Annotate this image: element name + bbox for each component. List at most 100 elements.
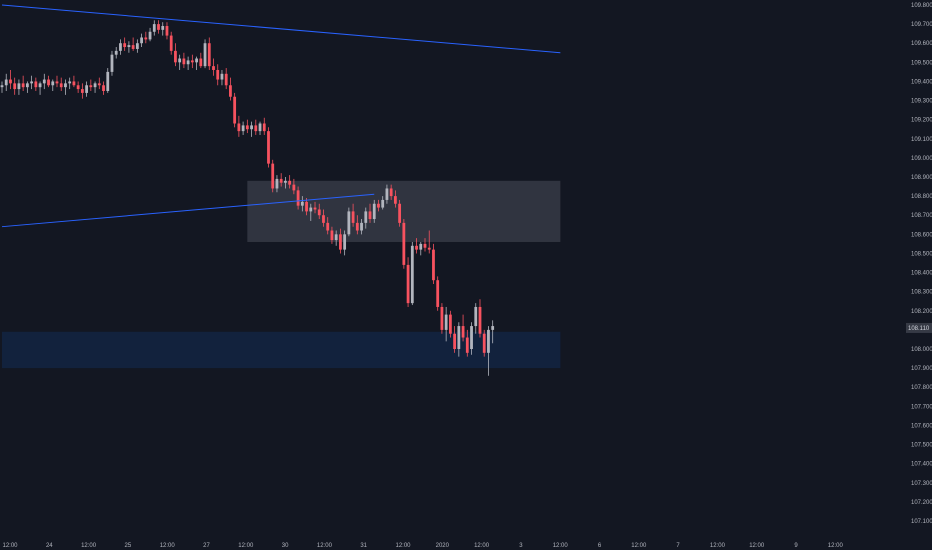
candle bbox=[309, 203, 313, 221]
candle bbox=[427, 230, 431, 254]
candle bbox=[322, 209, 325, 227]
candle-body bbox=[368, 211, 372, 220]
candle bbox=[250, 121, 253, 137]
candle-body bbox=[123, 43, 127, 48]
candle bbox=[470, 322, 473, 355]
candle bbox=[267, 127, 270, 168]
candle bbox=[64, 79, 67, 95]
y-tick-label: 107.700 bbox=[911, 404, 932, 410]
y-tick-label: 108.800 bbox=[911, 194, 932, 200]
candle bbox=[275, 175, 279, 193]
y-tick-label: 109.600 bbox=[911, 41, 932, 47]
candle bbox=[34, 77, 38, 91]
candle-body bbox=[241, 125, 245, 132]
candle bbox=[182, 52, 186, 69]
candle-body bbox=[262, 123, 266, 132]
candle bbox=[140, 33, 143, 48]
candle-body bbox=[38, 83, 42, 88]
candle bbox=[474, 303, 478, 334]
candle bbox=[254, 119, 258, 135]
candle-body bbox=[64, 83, 67, 88]
candle-body bbox=[51, 81, 55, 86]
candle-body bbox=[343, 234, 347, 250]
candle-body bbox=[178, 58, 182, 63]
price-axis[interactable]: 109.800 109.700 109.600 109.500 109.400 109.3… bbox=[911, 3, 932, 525]
candle bbox=[262, 117, 266, 135]
x-tick-label: 12:00 bbox=[395, 543, 411, 549]
candle-body bbox=[55, 81, 59, 84]
candle-body bbox=[398, 203, 402, 223]
candle bbox=[127, 41, 131, 53]
candle-body bbox=[423, 243, 427, 248]
candle bbox=[448, 310, 452, 338]
candle-body bbox=[85, 85, 88, 93]
candle-body bbox=[465, 337, 469, 353]
candle bbox=[440, 303, 444, 334]
candle-body bbox=[402, 222, 406, 265]
y-tick-label: 108.300 bbox=[911, 290, 932, 296]
candle bbox=[51, 79, 55, 91]
candle bbox=[305, 198, 308, 216]
candle bbox=[245, 119, 249, 134]
candle bbox=[161, 22, 165, 36]
candle-body bbox=[482, 333, 486, 353]
candle bbox=[17, 79, 21, 95]
x-tick-label: 12:00 bbox=[474, 543, 490, 549]
x-tick-label: 12:00 bbox=[238, 543, 254, 549]
candle bbox=[186, 56, 190, 70]
candle-body bbox=[161, 26, 165, 30]
candle bbox=[4, 73, 8, 91]
candle bbox=[123, 37, 127, 51]
candle-body bbox=[106, 71, 110, 91]
candle-body bbox=[470, 326, 473, 349]
candle-body bbox=[381, 199, 385, 208]
candle-body bbox=[169, 35, 173, 51]
candle-body bbox=[296, 190, 300, 206]
candle bbox=[21, 75, 25, 91]
candle bbox=[93, 81, 97, 93]
candle bbox=[330, 226, 334, 244]
last-price-tag: 108.110 bbox=[906, 322, 932, 333]
candle bbox=[144, 31, 148, 44]
candle-body bbox=[300, 201, 304, 206]
time-axis[interactable]: 12:00 24 12:00 25 12:00 27 12:00 30 12:00 31 12:00… bbox=[2, 543, 843, 549]
y-tick-label: 107.300 bbox=[911, 481, 932, 487]
candle-body bbox=[212, 66, 215, 70]
candle-body bbox=[258, 123, 262, 132]
candle-body bbox=[271, 163, 275, 189]
candle bbox=[13, 77, 17, 95]
candle bbox=[402, 219, 406, 269]
candle bbox=[364, 207, 368, 229]
candle bbox=[152, 20, 156, 36]
candle-body bbox=[250, 125, 253, 130]
candle-body bbox=[410, 245, 414, 304]
candle bbox=[131, 37, 135, 51]
candle-body bbox=[144, 37, 148, 40]
candle-body bbox=[305, 201, 308, 212]
y-tick-label: 109.400 bbox=[911, 79, 932, 85]
y-tick-label: 108.900 bbox=[911, 175, 932, 181]
candle-body bbox=[461, 326, 465, 338]
candle-body bbox=[279, 178, 283, 183]
candle-body bbox=[190, 60, 194, 63]
candle bbox=[258, 121, 262, 135]
candle bbox=[195, 56, 198, 70]
candle-body bbox=[182, 58, 186, 65]
candle-body bbox=[427, 247, 431, 250]
candle bbox=[478, 299, 482, 338]
y-tick-label: 108.500 bbox=[911, 251, 932, 257]
trendlines-layer[interactable] bbox=[1, 4, 561, 228]
y-tick-label: 108.000 bbox=[911, 347, 932, 353]
candle-body bbox=[432, 249, 435, 281]
candle-body bbox=[487, 329, 490, 353]
candle bbox=[461, 314, 465, 342]
y-tick-label: 109.200 bbox=[911, 118, 932, 124]
candle-body bbox=[13, 83, 17, 90]
candle bbox=[296, 186, 300, 210]
candle bbox=[68, 77, 72, 90]
trendline-0 bbox=[1, 4, 561, 54]
candles-layer bbox=[0, 20, 495, 376]
candle-body bbox=[313, 207, 317, 210]
y-tick-label: 107.100 bbox=[911, 519, 932, 525]
